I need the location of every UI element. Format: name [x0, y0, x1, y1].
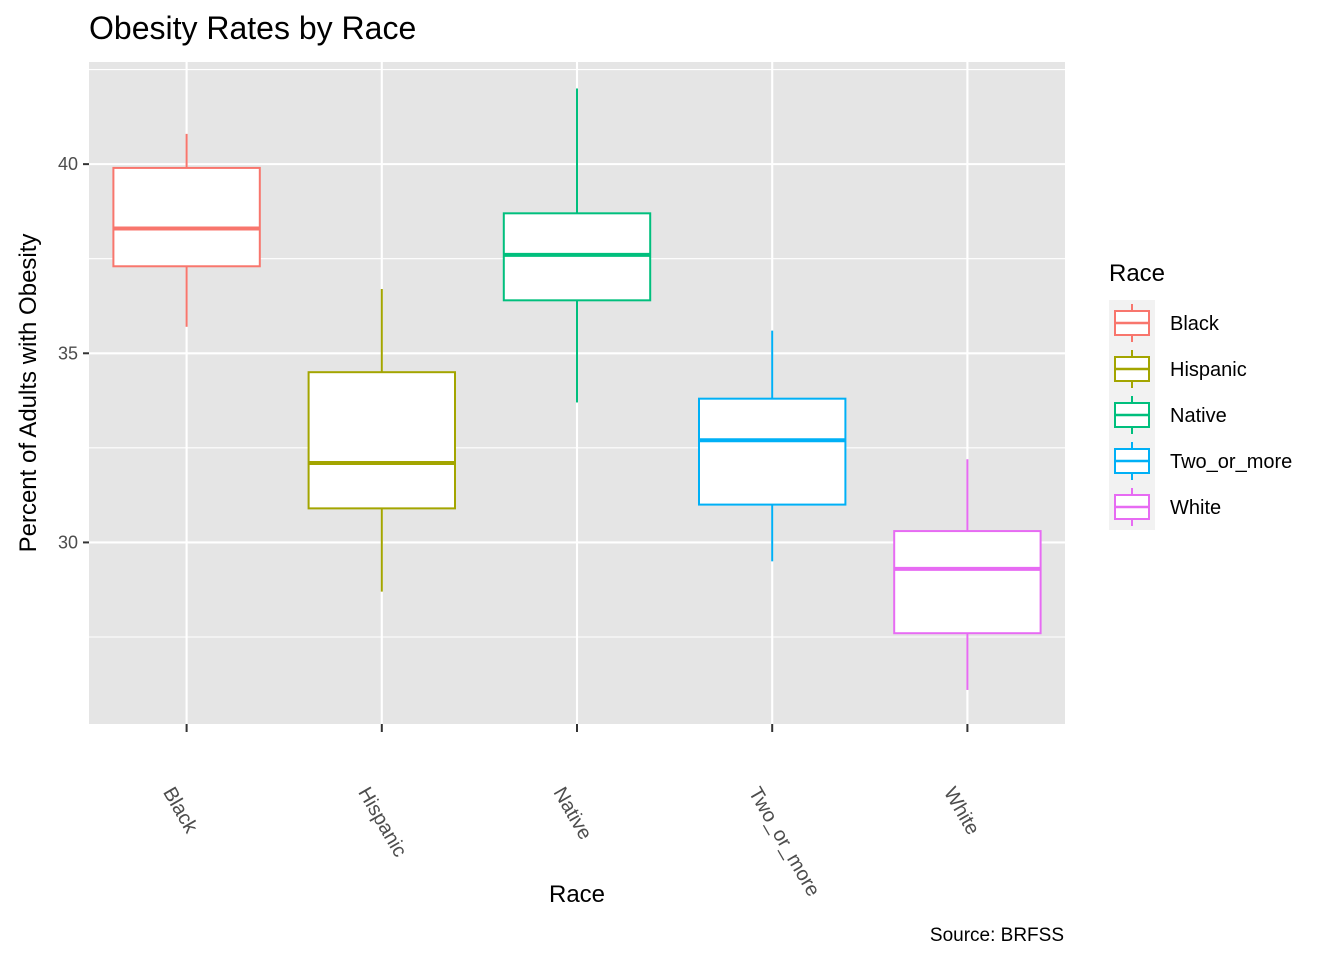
y-axis-title: Percent of Adults with Obesity — [15, 234, 42, 553]
box-white — [893, 459, 1042, 690]
legend-item-hispanic: Hispanic — [1109, 346, 1247, 392]
y-axis-ticks: 30 35 40 — [58, 154, 89, 552]
chart-title: Obesity Rates by Race — [89, 10, 416, 46]
x-tick-label: Hispanic — [353, 784, 410, 861]
legend-label: Black — [1170, 313, 1220, 335]
y-tick-label: 40 — [58, 154, 78, 174]
x-axis-title: Race — [549, 881, 605, 908]
y-tick-label: 35 — [58, 343, 78, 363]
boxes — [112, 88, 1042, 690]
box-two-or-more — [698, 330, 847, 562]
x-tick-label: Black — [158, 784, 202, 838]
source-caption: Source: BRFSS — [930, 925, 1064, 946]
x-tick-label: Native — [549, 784, 596, 844]
legend-label: Two_or_more — [1170, 451, 1292, 473]
legend-item-black: Black — [1109, 300, 1220, 346]
x-axis-ticks: Black Hispanic Native Two_or_more White — [158, 724, 984, 901]
x-tick-label: White — [939, 784, 984, 839]
legend-item-two-or-more: Two_or_more — [1109, 438, 1292, 484]
box-iqr — [307, 371, 456, 510]
legend-label: White — [1170, 497, 1221, 519]
box-hispanic — [307, 288, 456, 592]
legend-label: Native — [1170, 405, 1227, 427]
legend-item-native: Native — [1109, 392, 1227, 438]
x-tick-label: Two_or_more — [744, 784, 824, 901]
box-iqr — [893, 530, 1042, 635]
legend-title: Race — [1109, 260, 1165, 287]
box-native — [502, 88, 652, 403]
legend-item-white: White — [1109, 484, 1221, 530]
legend-label: Hispanic — [1170, 359, 1247, 381]
box-iqr — [698, 397, 847, 506]
legend: Race Black Hispanic Native Two_or_more White — [1109, 260, 1292, 530]
box-black — [112, 133, 261, 327]
box-iqr — [112, 166, 261, 268]
y-tick-label: 30 — [58, 532, 78, 552]
